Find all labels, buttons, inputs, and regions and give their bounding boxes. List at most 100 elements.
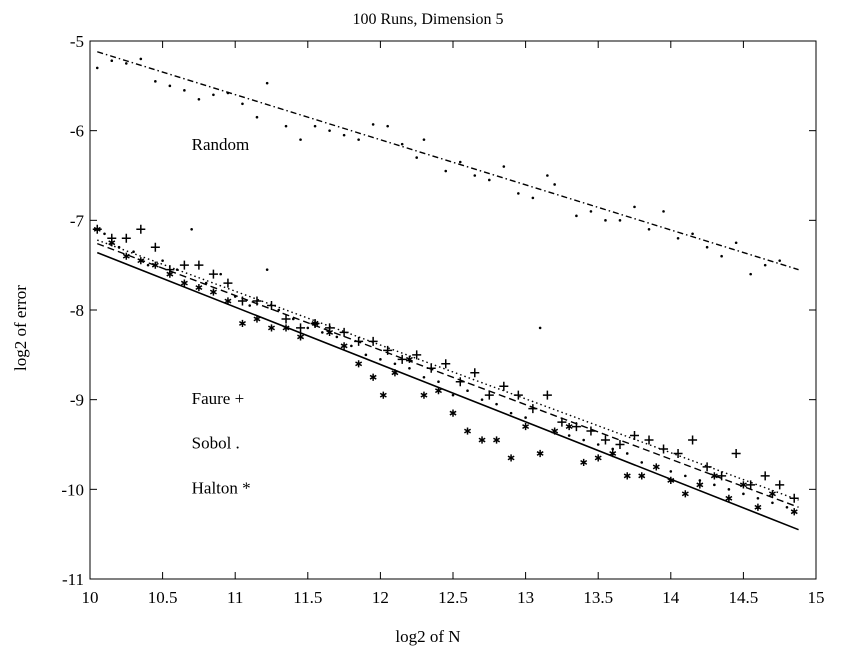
data-point xyxy=(282,324,290,332)
data-point xyxy=(175,268,179,271)
y-tick-label: -5 xyxy=(70,32,84,51)
y-tick-label: -8 xyxy=(70,301,84,320)
data-point xyxy=(684,474,687,478)
data-point xyxy=(509,411,513,415)
data-point xyxy=(190,228,193,231)
data-point xyxy=(197,97,201,101)
data-point xyxy=(194,260,204,270)
data-point xyxy=(495,402,498,406)
data-point xyxy=(565,422,573,431)
data-point xyxy=(600,435,610,445)
data-point xyxy=(698,479,702,482)
x-tick-label: 11.5 xyxy=(293,588,322,607)
data-point xyxy=(383,345,393,355)
data-point xyxy=(667,476,675,484)
data-point xyxy=(633,205,636,209)
data-point xyxy=(354,336,364,346)
data-point xyxy=(615,440,625,449)
data-point xyxy=(611,447,615,451)
data-point xyxy=(355,360,363,368)
data-point xyxy=(493,436,501,444)
data-point xyxy=(567,434,571,437)
x-tick-label: 14.5 xyxy=(729,588,759,607)
data-point xyxy=(408,366,411,370)
data-point xyxy=(154,80,157,83)
data-point xyxy=(746,480,756,490)
data-point xyxy=(499,381,509,391)
data-point xyxy=(464,427,472,435)
data-point xyxy=(623,472,631,480)
series-3 xyxy=(103,228,789,509)
data-point xyxy=(146,263,150,267)
data-point xyxy=(702,462,712,472)
data-point xyxy=(386,124,389,128)
data-point xyxy=(224,297,232,305)
x-tick-label: 11 xyxy=(227,588,243,607)
data-point xyxy=(297,333,305,341)
data-point xyxy=(528,404,538,414)
data-point xyxy=(673,448,683,458)
x-tick-label: 15 xyxy=(808,588,825,607)
x-tick-label: 10 xyxy=(82,588,99,607)
data-point xyxy=(473,174,477,177)
data-point xyxy=(326,328,334,337)
data-point xyxy=(183,89,186,92)
fit-line-3 xyxy=(97,242,799,508)
data-point xyxy=(204,281,208,285)
data-point xyxy=(542,390,552,400)
data-point xyxy=(379,358,382,361)
data-point xyxy=(277,308,281,312)
data-point xyxy=(212,93,215,97)
data-point xyxy=(488,178,491,182)
data-point xyxy=(252,296,262,306)
series-2 xyxy=(92,224,799,503)
data-point xyxy=(342,133,346,137)
x-tick-label: 14 xyxy=(662,588,680,607)
data-point xyxy=(538,326,542,330)
data-point xyxy=(763,263,767,267)
data-point xyxy=(233,295,237,298)
data-point xyxy=(575,214,578,218)
y-tick-label: -10 xyxy=(61,480,84,499)
data-point xyxy=(451,393,455,397)
data-point xyxy=(609,449,617,458)
data-point xyxy=(179,260,189,270)
data-point xyxy=(681,490,689,498)
x-tick-label: 13.5 xyxy=(583,588,613,607)
data-point xyxy=(420,391,428,399)
data-point xyxy=(364,353,368,357)
data-point xyxy=(604,219,607,222)
y-tick-label: -11 xyxy=(62,570,84,589)
data-point xyxy=(790,508,798,516)
data-point xyxy=(688,435,698,445)
data-point xyxy=(625,452,629,455)
chart-title: 100 Runs, Dimension 5 xyxy=(352,11,503,28)
data-point xyxy=(195,283,203,292)
data-point xyxy=(434,387,442,395)
x-tick-label: 12.5 xyxy=(438,588,468,607)
data-point xyxy=(248,304,252,307)
data-point xyxy=(727,488,731,491)
data-point xyxy=(136,224,146,234)
annotation-label: Sobol . xyxy=(192,434,240,453)
data-point xyxy=(768,490,776,498)
data-point xyxy=(517,192,520,195)
data-point xyxy=(546,174,549,177)
data-point xyxy=(449,409,457,417)
data-point xyxy=(731,448,741,458)
data-point xyxy=(168,84,172,88)
data-point xyxy=(630,431,639,441)
data-point xyxy=(415,156,419,159)
data-point xyxy=(557,417,567,427)
data-point xyxy=(299,138,302,141)
data-point xyxy=(536,449,544,458)
data-point xyxy=(553,183,556,186)
data-point xyxy=(268,324,275,332)
data-point xyxy=(484,390,494,400)
data-point xyxy=(789,493,799,503)
data-point xyxy=(357,138,360,141)
data-point xyxy=(350,344,353,348)
data-point xyxy=(422,375,426,379)
data-point xyxy=(771,501,774,505)
